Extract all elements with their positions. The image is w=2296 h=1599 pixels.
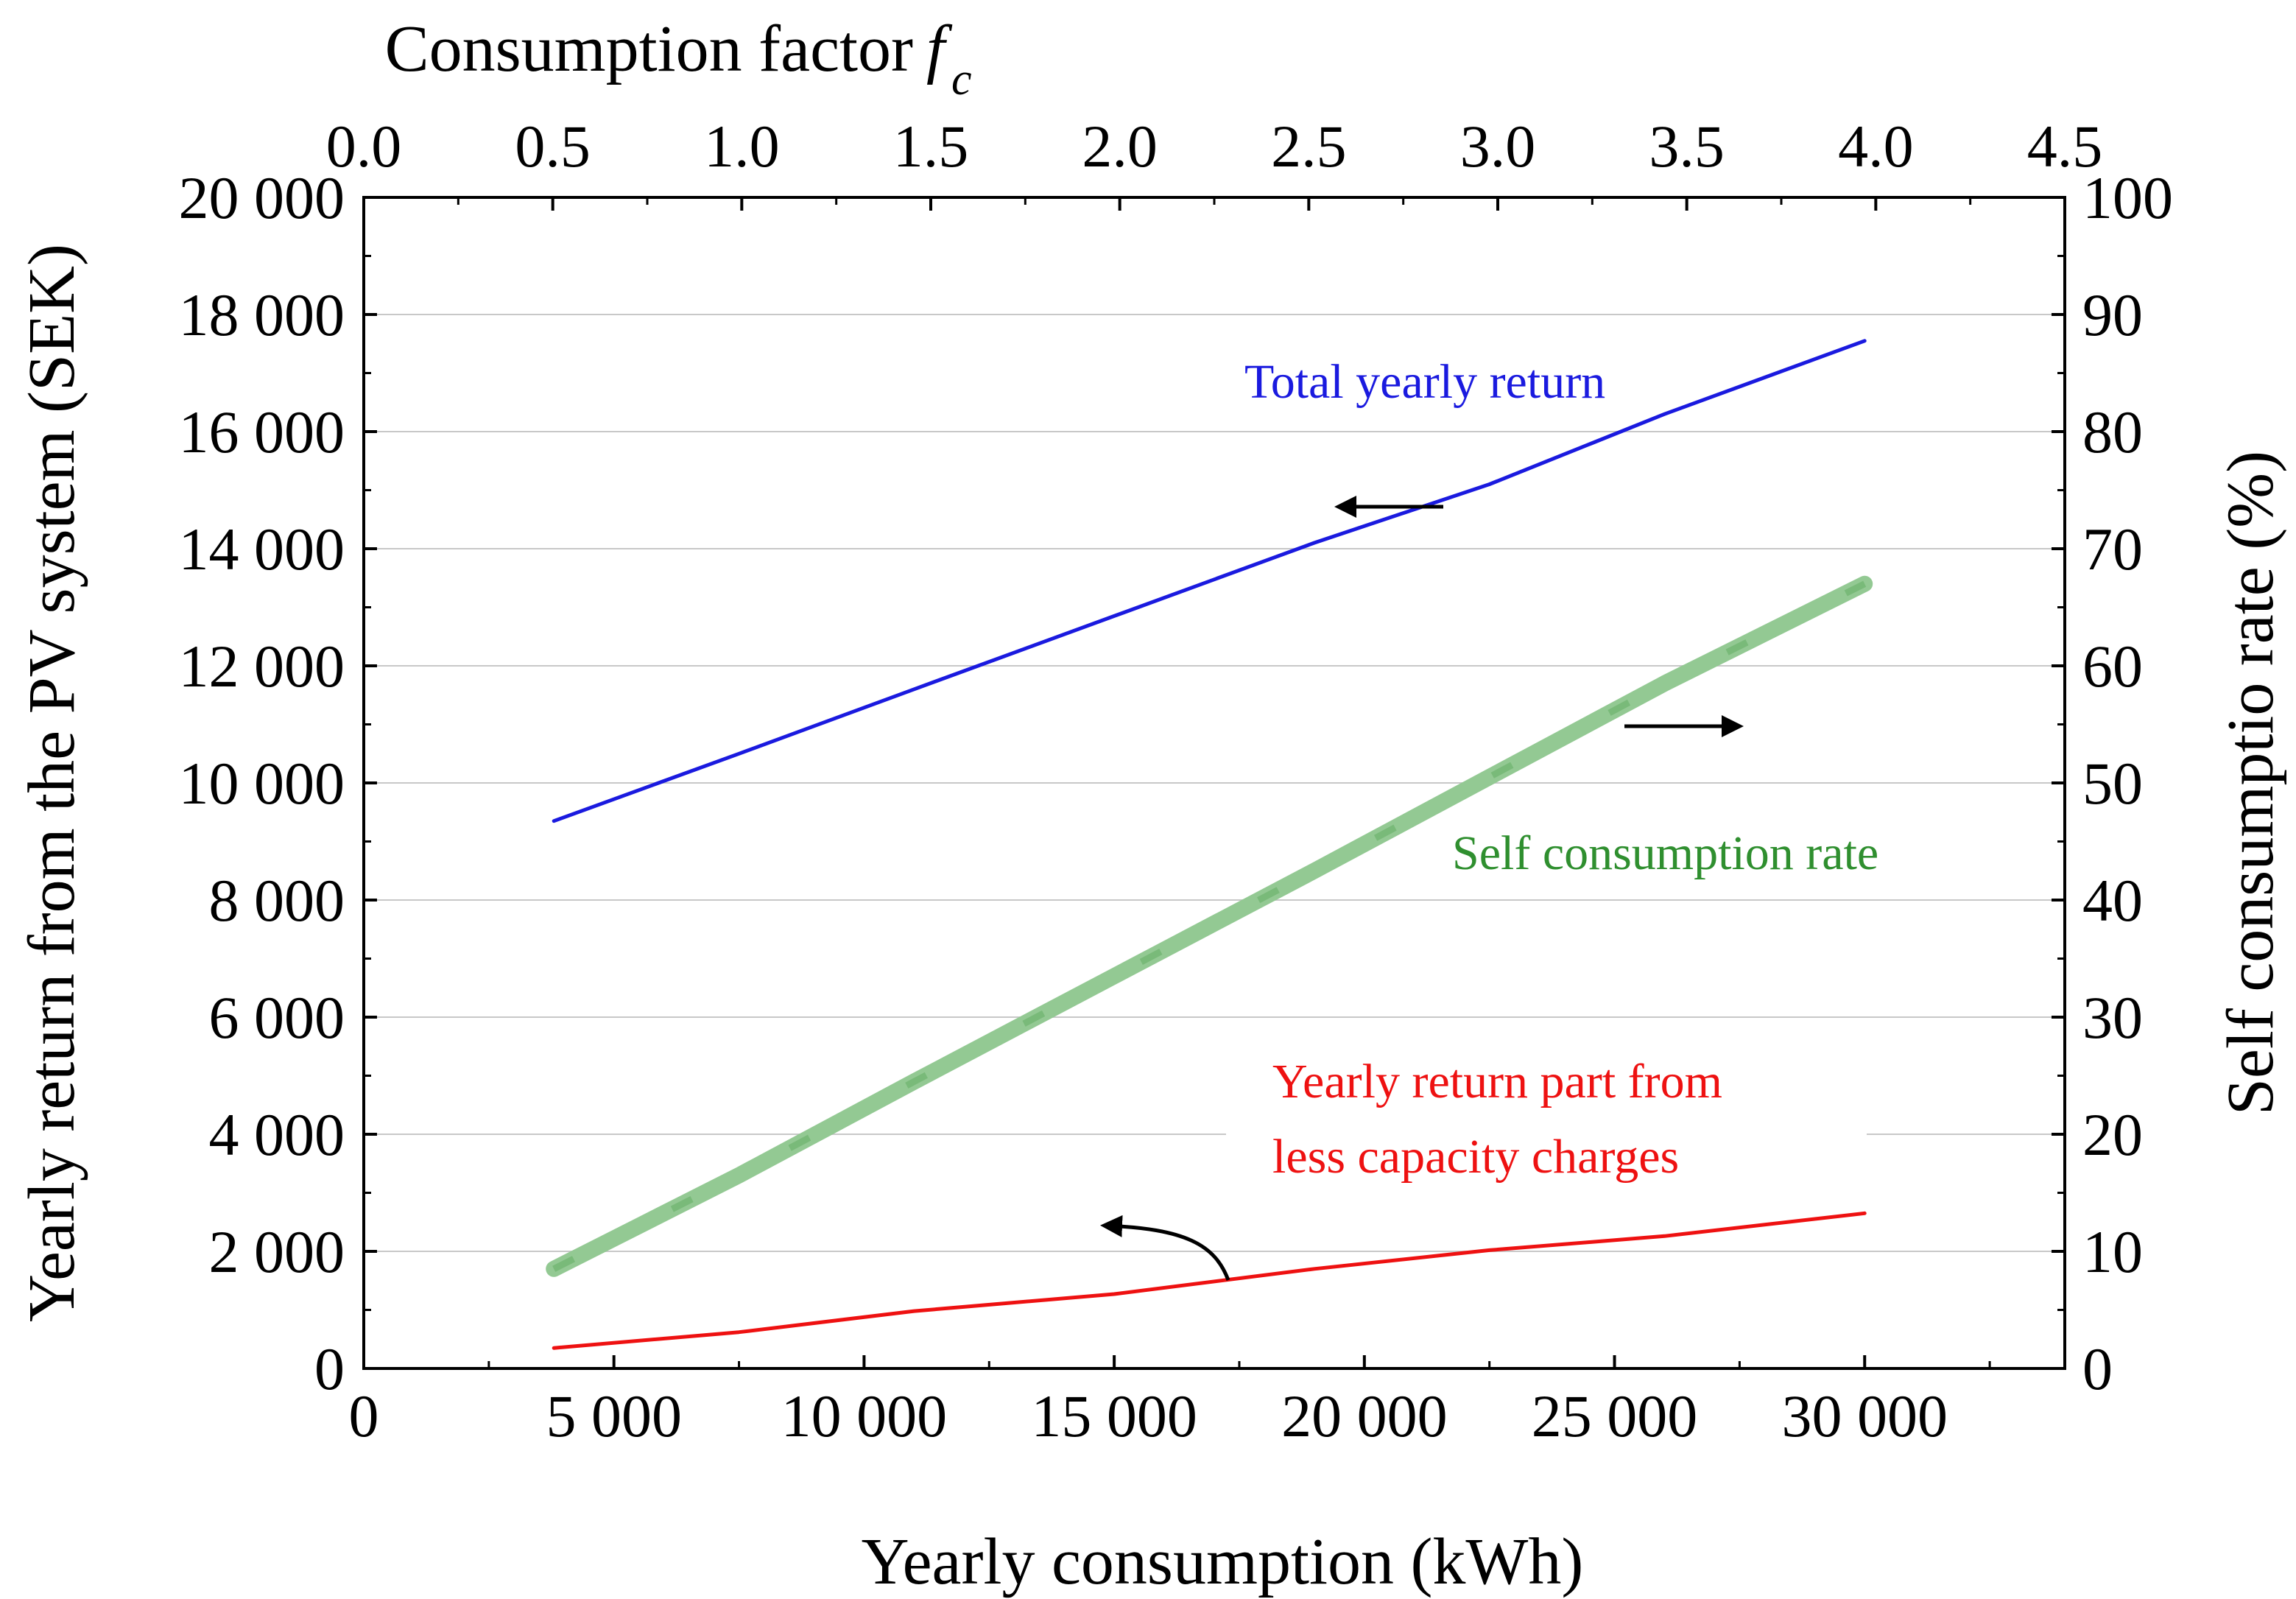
x-bottom-tick-label: 15 000 [1031,1382,1197,1449]
x-top-tick-label: 2.0 [1082,113,1158,180]
y-left-tick-label: 18 000 [179,281,345,348]
series-line-0 [552,339,1867,823]
annotation-self-consumption-rate: Self consumption rate [1452,826,1878,880]
y-right-tick-label: 80 [2082,398,2143,465]
x-axis-bottom-title: Yearly consumption (kWh) [862,1525,1584,1598]
y-right-tick-label: 20 [2082,1101,2143,1168]
y-left-tick-label: 4 000 [209,1101,345,1168]
series-layer [546,339,1873,1350]
y-right-tick-label: 30 [2082,984,2143,1051]
y-right-tick-label: 60 [2082,633,2143,700]
x-top-tick-label: 0.0 [326,113,402,180]
x-bottom-tick-label: 20 000 [1281,1382,1448,1449]
x-top-tick-label: 2.5 [1271,113,1347,180]
series-line-1 [546,575,1873,1277]
y-left-tick-label: 12 000 [179,633,345,700]
x-top-tick-label: 3.5 [1649,113,1725,180]
y-right-tick-label: 90 [2082,281,2143,348]
x-bottom-tick-label: 10 000 [781,1382,948,1449]
y-right-tick-label: 50 [2082,750,2143,817]
y-axis-left-title: Yearly return from the PV system (SEK) [15,244,88,1322]
y-axis-right-title: Self consumptio rate (%) [2214,451,2287,1115]
y-right-tick-label: 100 [2082,164,2173,231]
arrow-capacity-to-left-axis [1100,1215,1230,1281]
y-right-tick-label: 0 [2082,1335,2113,1402]
y-left-tick-label: 20 000 [179,164,345,231]
y-left-tick-label: 14 000 [179,516,345,583]
x-top-tick-label: 3.0 [1460,113,1536,180]
x-top-tick-label: 1.5 [893,113,969,180]
y-right-tick-label: 70 [2082,516,2143,583]
x-top-tick-label: 4.5 [2027,113,2103,180]
annotation-capacity-line2: less capacity charges [1272,1130,1679,1184]
y-left-tick-label: 16 000 [179,398,345,465]
tick-labels: 0 2 000 4 000 6 000 8 000 10 000 12 000 14 000 1… [179,113,2174,1449]
x-top-tick-label: 1.0 [704,113,780,180]
x-bottom-tick-label: 25 000 [1532,1382,1698,1449]
annotation-total-yearly-return: Total yearly return [1244,355,1605,409]
y-left-tick-label: 0 [314,1335,345,1402]
x-bottom-tick-label: 30 000 [1781,1382,1948,1449]
y-left-tick-label: 10 000 [179,750,345,817]
plot-frame [362,196,2066,1370]
y-left-tick-label: 6 000 [209,984,345,1051]
x-top-tick-label: 0.5 [515,113,591,180]
y-right-tick-label: 10 [2082,1218,2143,1285]
annotation-capacity-line1: Yearly return part from [1272,1055,1722,1108]
x-axis-top-title-symbol: f [926,13,953,85]
series-line-2 [552,1211,1867,1350]
x-axis-top-title-subscript: c [951,55,972,105]
y-left-tick-label: 8 000 [209,867,345,934]
y-right-tick-label: 40 [2082,867,2143,934]
annotation-background [1226,1050,1867,1189]
y-left-tick-label: 2 000 [209,1218,345,1285]
x-bottom-tick-label: 0 [349,1382,379,1449]
gridlines [364,314,2065,1252]
x-top-tick-label: 4.0 [1838,113,1914,180]
x-bottom-tick-label: 5 000 [546,1382,682,1449]
x-axis-top-title: Consumption factor [385,13,913,85]
